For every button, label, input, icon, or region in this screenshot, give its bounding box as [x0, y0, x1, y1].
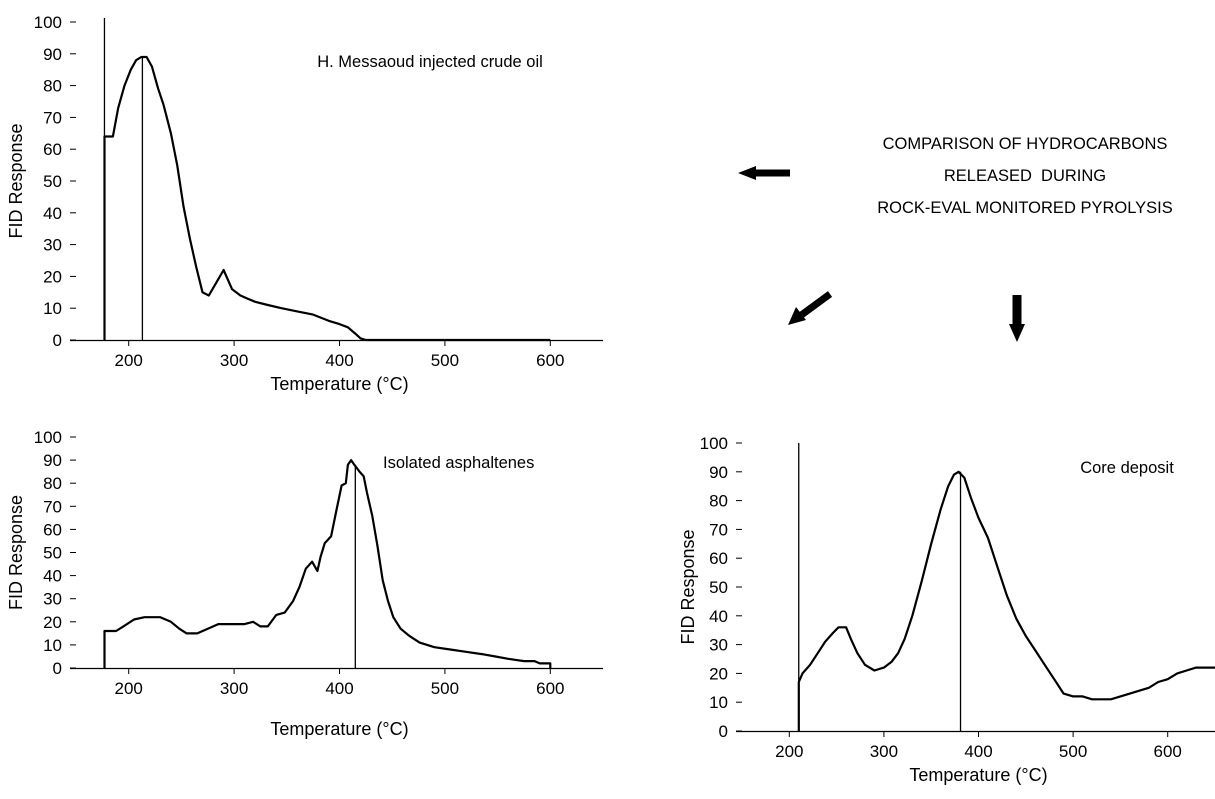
x-tick-label: 400 — [325, 679, 353, 698]
x-axis-label: Temperature (°C) — [270, 719, 408, 739]
arrow-left-icon — [738, 166, 790, 180]
y-axis-label: FID Response — [6, 495, 26, 610]
y-tick-label: 100 — [34, 13, 62, 32]
y-tick-label: 0 — [53, 659, 62, 678]
y-tick-label: 80 — [43, 77, 62, 96]
x-tick-label: 300 — [870, 742, 898, 761]
chart-annotation: Isolated asphaltenes — [383, 454, 534, 472]
caption-block: COMPARISON OF HYDROCARBONS RELEASED DURI… — [877, 135, 1173, 217]
y-tick-label: 10 — [43, 636, 62, 655]
chart-crude-oil: 0 10 20 30 40 50 60 70 80 90 100 200 300 400 500 600 Tem… — [6, 13, 603, 394]
arrow-down-left-icon — [788, 291, 833, 325]
x-tick-label: 400 — [325, 351, 353, 370]
y-tick-label: 90 — [709, 463, 728, 482]
y-tick-label: 70 — [43, 497, 62, 516]
y-tick-label: 100 — [34, 428, 62, 447]
y-tick-label: 60 — [43, 520, 62, 539]
chart-annotation: H. Messaoud injected crude oil — [317, 53, 543, 71]
series-line — [797, 470, 1215, 731]
y-tick-label: 70 — [709, 520, 728, 539]
x-tick-label: 200 — [775, 742, 803, 761]
y-tick-label: 30 — [709, 636, 728, 655]
y-tick-label: 20 — [43, 267, 62, 286]
x-tick-label: 600 — [1154, 742, 1182, 761]
caption-line-3: ROCK-EVAL MONITORED PYROLYSIS — [877, 199, 1173, 217]
x-tick-label: 300 — [220, 679, 248, 698]
x-axis-label: Temperature (°C) — [909, 765, 1047, 785]
x-axis-label: Temperature (°C) — [270, 374, 408, 394]
arrow-down-icon — [1009, 295, 1025, 342]
x-tick-label: 600 — [536, 679, 564, 698]
y-tick-label: 80 — [709, 492, 728, 511]
x-tick-label: 600 — [536, 351, 564, 370]
x-tick-label: 200 — [115, 351, 143, 370]
y-tick-label: 50 — [709, 578, 728, 597]
y-tick-label: 50 — [43, 544, 62, 563]
y-tick-label: 10 — [43, 299, 62, 318]
chart-core-deposit: 0 10 20 30 40 50 60 70 80 90 100 200 300 400 500 600 Tem… — [678, 434, 1215, 785]
y-tick-label: 90 — [43, 45, 62, 64]
caption-line-2: RELEASED DURING — [944, 167, 1106, 185]
chart-annotation: Core deposit — [1080, 459, 1174, 477]
y-tick-label: 0 — [53, 331, 62, 350]
x-tick-label: 300 — [220, 351, 248, 370]
caption-line-1: COMPARISON OF HYDROCARBONS — [883, 135, 1168, 153]
y-tick-label: 20 — [709, 664, 728, 683]
series-line — [103, 459, 552, 668]
y-tick-label: 40 — [709, 607, 728, 626]
y-tick-label: 60 — [43, 140, 62, 159]
y-tick-label: 60 — [709, 549, 728, 568]
y-tick-label: 40 — [43, 567, 62, 586]
y-tick-label: 90 — [43, 451, 62, 470]
y-tick-label: 30 — [43, 590, 62, 609]
x-tick-label: 200 — [115, 679, 143, 698]
x-tick-label: 500 — [1059, 742, 1087, 761]
y-tick-label: 100 — [700, 434, 728, 453]
series-line — [103, 55, 551, 342]
chart-asphaltenes: 0 10 20 30 40 50 60 70 80 90 100 200 300 400 500 600 Tem… — [6, 428, 603, 739]
y-tick-label: 20 — [43, 613, 62, 632]
y-axis-label: FID Response — [678, 529, 698, 644]
y-tick-label: 0 — [719, 722, 728, 741]
y-tick-label: 80 — [43, 474, 62, 493]
x-tick-label: 500 — [431, 679, 459, 698]
y-tick-label: 70 — [43, 108, 62, 127]
y-tick-label: 10 — [709, 693, 728, 712]
x-tick-label: 500 — [431, 351, 459, 370]
y-tick-label: 40 — [43, 204, 62, 223]
y-tick-label: 30 — [43, 236, 62, 255]
y-axis-label: FID Response — [6, 123, 26, 238]
y-tick-label: 50 — [43, 172, 62, 191]
x-tick-label: 400 — [964, 742, 992, 761]
